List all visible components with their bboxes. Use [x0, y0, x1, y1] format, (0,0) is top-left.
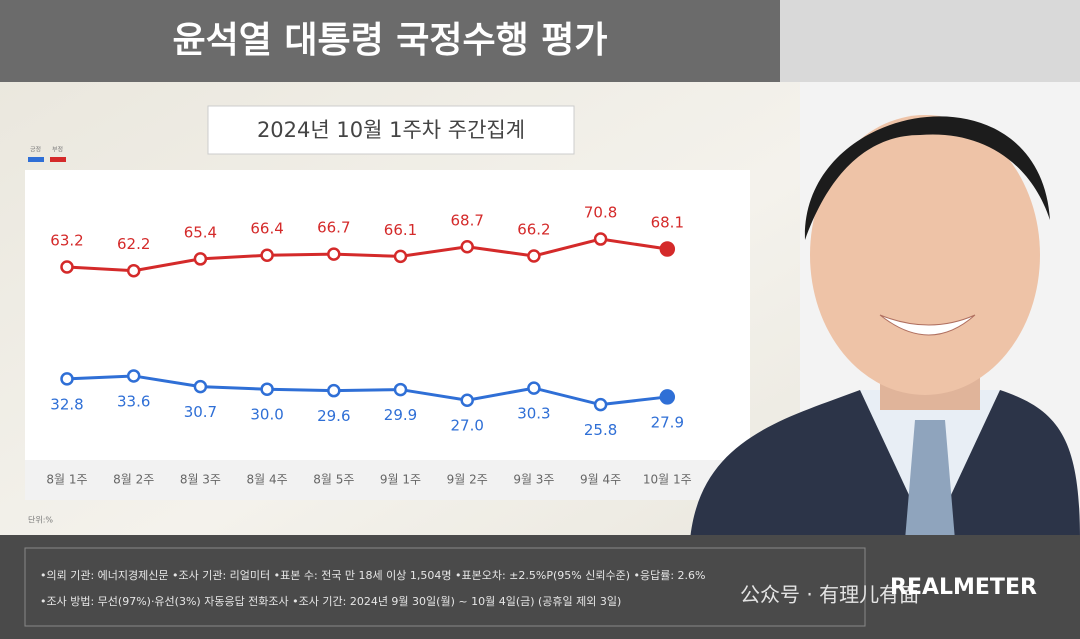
x-tick-label: 10월 1주: [643, 473, 692, 487]
point: [126, 369, 141, 383]
plot-area: [25, 170, 750, 500]
x-tick-label: 8월 5주: [313, 473, 354, 487]
point: [327, 383, 341, 398]
logo: REALMETER: [890, 575, 1037, 600]
footnote: •조사 방법: 무선(97%)·유선(3%) 자동응답 전화조사 •조사 기간:…: [40, 594, 621, 608]
x-tick-label: 9월 3주: [513, 473, 554, 487]
legend-swatch: [28, 157, 44, 162]
series-line: [66, 237, 668, 273]
point: [393, 249, 408, 264]
point: [659, 389, 676, 405]
x-tick-label: 9월 1주: [380, 473, 421, 487]
portrait: [690, 82, 1080, 542]
footer: [0, 535, 1080, 639]
point: [460, 240, 474, 254]
data-label: 33.6: [117, 392, 150, 410]
x-axis-band: [25, 460, 750, 500]
point: [60, 372, 74, 386]
data-label: 30.7: [184, 403, 217, 421]
point: [327, 247, 341, 261]
x-tick-label: 8월 1주: [46, 473, 87, 487]
data-label: 25.8: [584, 421, 617, 439]
title-bar: [0, 0, 780, 82]
point: [460, 393, 474, 407]
data-label: 30.0: [250, 406, 283, 424]
title-bar-right: [780, 0, 1080, 82]
subtitle-box: [207, 105, 575, 155]
data-label: 62.2: [117, 235, 150, 253]
data-label: 66.1: [384, 221, 417, 239]
footnote: •의뢰 기관: 에너지경제신문 •조사 기관: 리얼미터 •표본 수: 전국 만…: [40, 568, 705, 582]
x-tick-label: 8월 2주: [113, 473, 154, 487]
point: [393, 382, 408, 397]
data-label: 68.7: [450, 211, 483, 229]
data-label: 70.8: [584, 204, 617, 222]
point: [126, 263, 141, 278]
point: [593, 232, 608, 246]
point: [527, 249, 541, 263]
x-tick-label: 8월 3주: [180, 473, 221, 487]
x-tick-label: 8월 4주: [247, 473, 288, 487]
point: [193, 379, 208, 394]
x-tick-label: 9월 4주: [580, 473, 621, 487]
point: [659, 241, 676, 257]
footer-box: [24, 547, 866, 627]
data-label: 30.3: [517, 405, 550, 423]
data-label: 29.6: [317, 407, 350, 425]
data-label: 29.9: [384, 406, 417, 424]
data-label: 27.0: [450, 417, 483, 435]
data-label: 65.4: [184, 223, 217, 241]
unit-label: 단위:%: [28, 515, 53, 525]
data-label: 63.2: [50, 232, 83, 250]
chart-title: 윤석열 대통령 국정수행 평가: [172, 20, 607, 61]
point: [527, 381, 541, 395]
data-label: 66.4: [250, 220, 283, 238]
legend-label: 긍정: [30, 147, 41, 154]
point: [260, 248, 274, 262]
data-label: 68.1: [651, 213, 684, 231]
subtitle: 2024년 10월 1주차 주간집계: [257, 118, 525, 142]
legend-label: 부정: [52, 147, 63, 154]
data-label: 66.7: [317, 219, 350, 237]
watermark: 公众号 · 有理儿有面: [740, 583, 919, 607]
point: [193, 252, 208, 266]
point: [260, 382, 274, 396]
x-tick-label: 9월 2주: [447, 473, 488, 487]
point: [60, 260, 74, 274]
point: [593, 397, 608, 412]
data-label: 27.9: [651, 413, 684, 431]
legend-swatch: [50, 157, 66, 162]
data-label: 66.2: [517, 220, 550, 238]
series-line: [66, 374, 668, 407]
data-label: 32.8: [50, 395, 83, 413]
